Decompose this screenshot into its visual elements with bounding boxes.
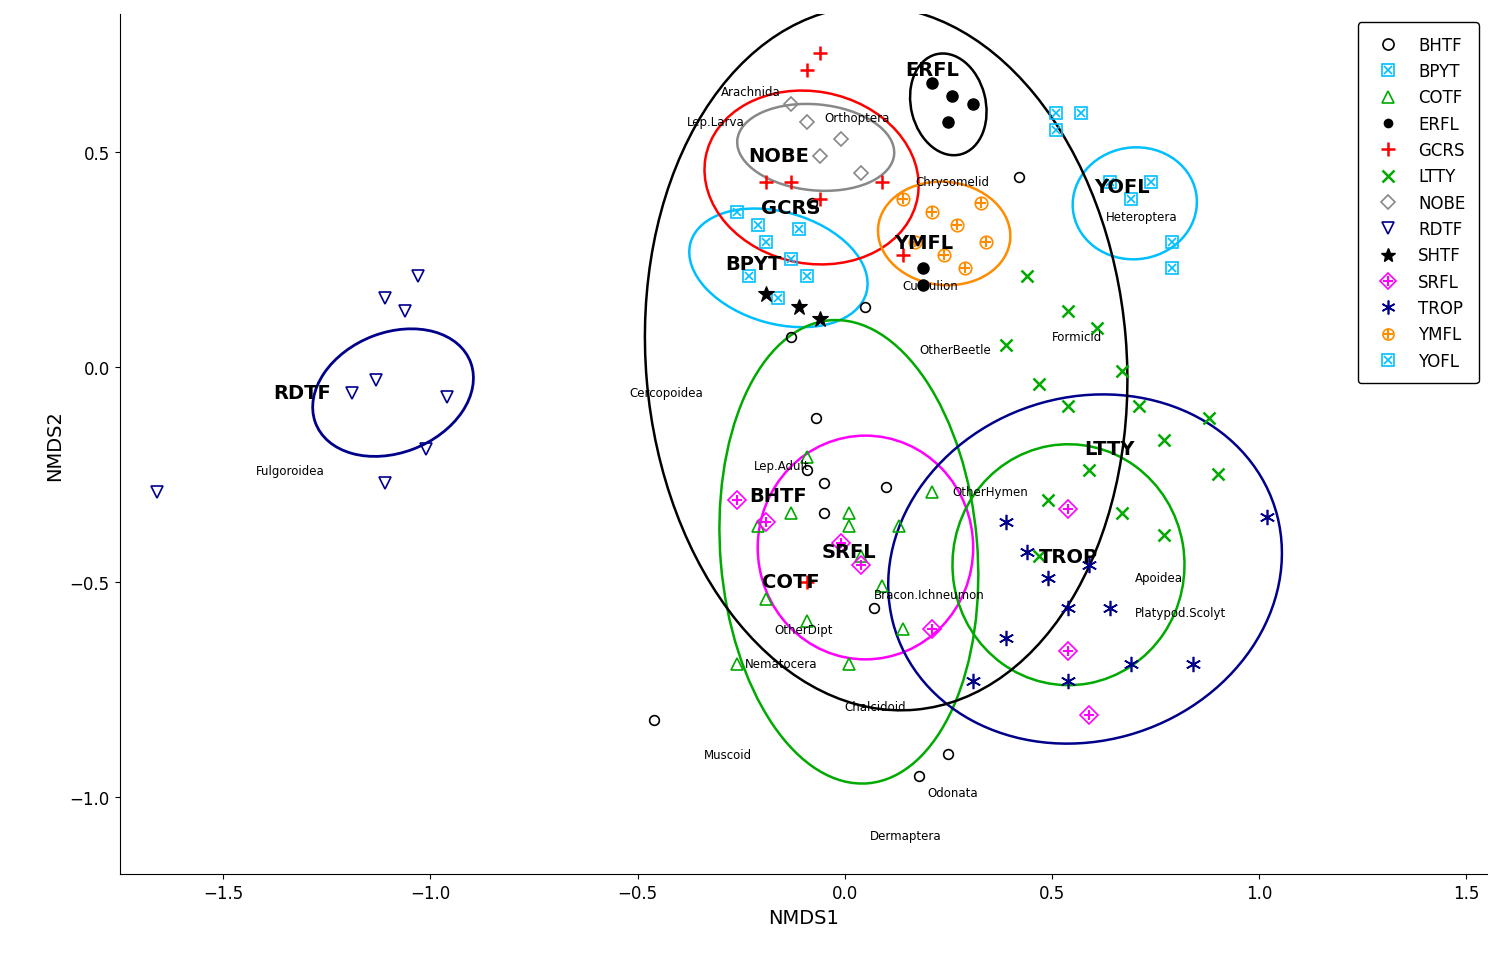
Text: Odonata: Odonata: [928, 786, 978, 800]
Text: OtherHymen: OtherHymen: [952, 485, 1029, 499]
Text: OtherBeetle: OtherBeetle: [919, 344, 991, 357]
Text: Muscoid: Muscoid: [704, 748, 753, 761]
Text: ERFL: ERFL: [904, 62, 958, 81]
Text: Orthoptera: Orthoptera: [825, 111, 889, 125]
Text: Fulgoroidea: Fulgoroidea: [257, 464, 324, 477]
Text: SRFL: SRFL: [822, 543, 876, 562]
Text: Chalcidoid: Chalcidoid: [844, 701, 906, 713]
Text: Lep.Adult: Lep.Adult: [754, 459, 810, 473]
Text: OtherDipt: OtherDipt: [774, 623, 832, 636]
Text: Lep.Larva: Lep.Larva: [688, 116, 745, 129]
Text: Dermaptera: Dermaptera: [870, 829, 942, 843]
Text: RDTF: RDTF: [273, 383, 330, 403]
Text: COTF: COTF: [762, 573, 820, 592]
Text: Apoidea: Apoidea: [1136, 572, 1182, 584]
Text: YMFL: YMFL: [894, 234, 952, 253]
Text: Heteroptera: Heteroptera: [1105, 210, 1178, 224]
Text: NOBE: NOBE: [748, 147, 810, 166]
Text: Nematocera: Nematocera: [745, 657, 817, 671]
Text: Cercopoidea: Cercopoidea: [629, 386, 703, 400]
Y-axis label: NMDS2: NMDS2: [45, 409, 65, 480]
Text: Bracon.Ichneumon: Bracon.Ichneumon: [874, 589, 984, 602]
Text: Chrysomelid: Chrysomelid: [915, 176, 990, 189]
Text: Arachnida: Arachnida: [721, 86, 780, 99]
Legend: BHTF, BPYT, COTF, ERFL, GCRS, LTTY, NOBE, RDTF, SHTF, SRFL, TROP, YMFL, YOFL: BHTF, BPYT, COTF, ERFL, GCRS, LTTY, NOBE…: [1358, 23, 1478, 383]
Text: BPYT: BPYT: [725, 255, 781, 274]
Text: Platypod.Scolyt: Platypod.Scolyt: [1136, 605, 1226, 619]
Text: BHTF: BHTF: [749, 487, 807, 505]
Text: GCRS: GCRS: [762, 199, 820, 218]
Text: Formicid: Formicid: [1051, 331, 1102, 344]
Text: YOFL: YOFL: [1095, 178, 1151, 196]
Text: Curculion: Curculion: [903, 280, 958, 292]
Text: LTTY: LTTY: [1084, 439, 1136, 458]
X-axis label: NMDS1: NMDS1: [768, 908, 838, 926]
Text: TROP: TROP: [1039, 547, 1098, 566]
